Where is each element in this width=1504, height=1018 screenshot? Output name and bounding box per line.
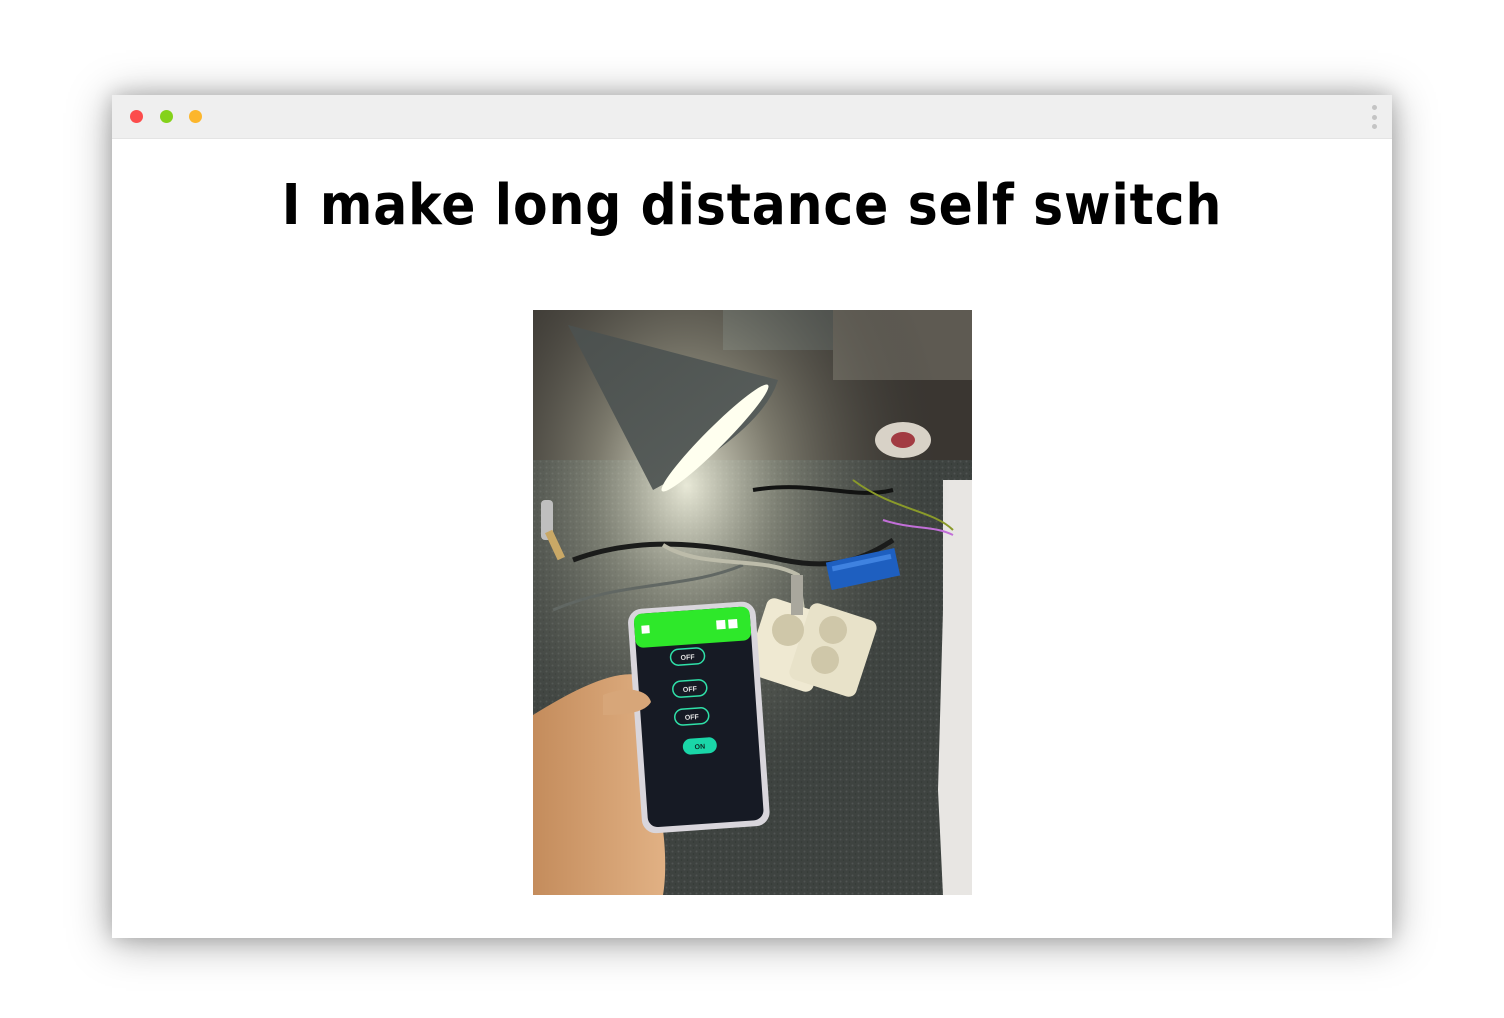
phone-app-button-4: ON — [682, 737, 717, 755]
phone-app-button-2: OFF — [672, 679, 708, 698]
kebab-menu-icon[interactable] — [1370, 105, 1378, 129]
phone-app-button-3: OFF — [674, 707, 710, 726]
page-headline: I make long distance self switch — [281, 173, 1223, 238]
svg-text:ON: ON — [694, 744, 705, 752]
project-photo: OFF OFF OFF ON — [533, 310, 972, 895]
svg-text:OFF: OFF — [680, 654, 695, 662]
phone-app-button-1: OFF — [669, 647, 706, 666]
svg-text:OFF: OFF — [685, 714, 700, 722]
minimize-window-button[interactable] — [160, 110, 173, 123]
browser-window: I make long distance self switch — [112, 95, 1392, 938]
phone-app-header — [634, 606, 752, 648]
maximize-window-button[interactable] — [189, 110, 202, 123]
svg-text:OFF: OFF — [683, 686, 698, 694]
close-window-button[interactable] — [130, 110, 143, 123]
window-titlebar — [112, 95, 1392, 139]
